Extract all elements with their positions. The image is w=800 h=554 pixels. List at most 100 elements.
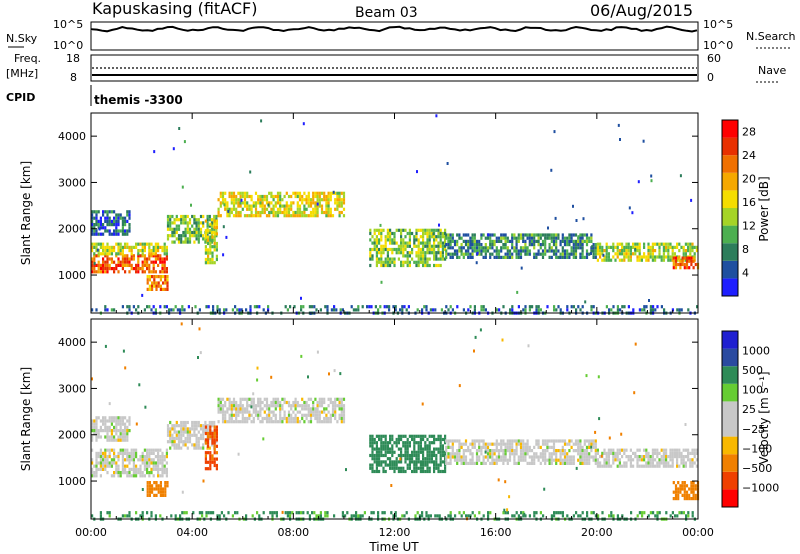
power-cell [426,244,429,248]
velocity-cell [681,493,684,497]
power-cell [679,266,682,270]
power-cell [386,238,389,242]
velocity-cell [506,442,509,446]
velocity-cell [685,514,688,518]
power-cell [548,233,551,237]
velocity-cell [563,455,567,459]
velocity-cell [113,458,116,462]
power-cell [445,252,448,256]
velocity-cell [689,464,692,468]
power-cell [106,229,109,233]
power-cell [651,252,654,256]
velocity-cell [399,457,402,461]
velocity-cell [106,448,109,452]
velocity-cell [406,437,409,442]
power-cell [603,255,606,259]
power-cell [378,231,381,236]
power-cell [553,308,556,312]
power-cell [382,263,385,268]
power-cell [528,243,531,247]
velocity-cell [437,447,440,451]
power-cell [215,232,218,236]
power-cell [262,308,265,312]
power-cell [484,255,487,259]
velocity-cell [384,437,387,442]
power-cell [117,257,120,261]
velocity-cell [380,453,383,458]
velocity-cell [391,466,394,470]
velocity-cell [303,407,306,411]
power-cell [159,257,162,261]
velocity-cell [456,455,459,459]
y-tick-label: 4000 [58,336,86,349]
velocity-cell [135,464,138,468]
velocity-cell [126,458,129,462]
velocity-cell [599,464,602,468]
power-cell [110,232,113,236]
power-cell [408,231,411,236]
velocity-cell [113,451,116,455]
velocity-cell [307,407,310,411]
velocity-cell [559,461,562,465]
power-cell [274,210,277,215]
x-axis-label: Time UT [368,540,419,554]
velocity-cell [658,458,661,462]
velocity-cell [426,437,429,442]
power-cell [113,267,116,271]
power-cell [482,233,485,237]
velocity-cell [665,464,668,468]
power-cell [91,260,94,264]
power-cell [246,207,249,211]
power-cell [458,233,461,237]
velocity-cell [108,451,111,455]
power-cell [439,251,442,255]
power-cell [165,252,168,256]
power-cell [106,257,109,261]
power-cell [475,246,479,250]
velocity-cell [186,420,189,425]
velocity-cell [566,452,569,456]
velocity-cell [331,404,335,408]
velocity-cell [184,440,187,444]
velocity-cell [239,407,242,411]
power-cell [340,191,343,195]
velocity-cell [115,429,118,433]
power-cell [263,194,266,199]
velocity-cell [389,437,392,442]
velocity-cell [369,466,372,470]
power-cell [186,214,189,219]
power-cell [113,270,116,274]
power-cell [579,252,582,256]
velocity-cell [307,404,310,408]
velocity-cell [371,444,374,448]
velocity-cell [400,437,403,442]
velocity-cell [456,461,459,465]
power-colorbar-tick: 24 [742,149,756,162]
power-cell [504,236,507,240]
velocity-cell [268,410,271,414]
power-cell [665,242,668,246]
velocity-cell [180,424,183,428]
power-cell [274,194,277,199]
velocity-cell [102,451,105,455]
velocity-cell [581,458,584,462]
velocity-cell [143,467,146,471]
velocity-cell [513,514,516,518]
velocity-cell [119,425,122,429]
power-cell [102,242,105,246]
power-cell [361,305,364,309]
power-cell [508,249,512,253]
velocity-cell [464,439,468,443]
power-colorbar-tick: 12 [742,220,756,233]
velocity-colorbar-tick: −1000 [742,481,779,494]
velocity-cell [207,431,210,436]
velocity-cell [495,458,498,462]
power-cell [535,308,538,312]
power-cell [439,235,442,239]
power-cell [688,259,691,263]
velocity-cell [110,422,113,426]
velocity-cell [110,461,113,465]
power-cell [340,210,343,215]
velocity-cell [224,404,227,408]
power-cell [154,260,157,264]
